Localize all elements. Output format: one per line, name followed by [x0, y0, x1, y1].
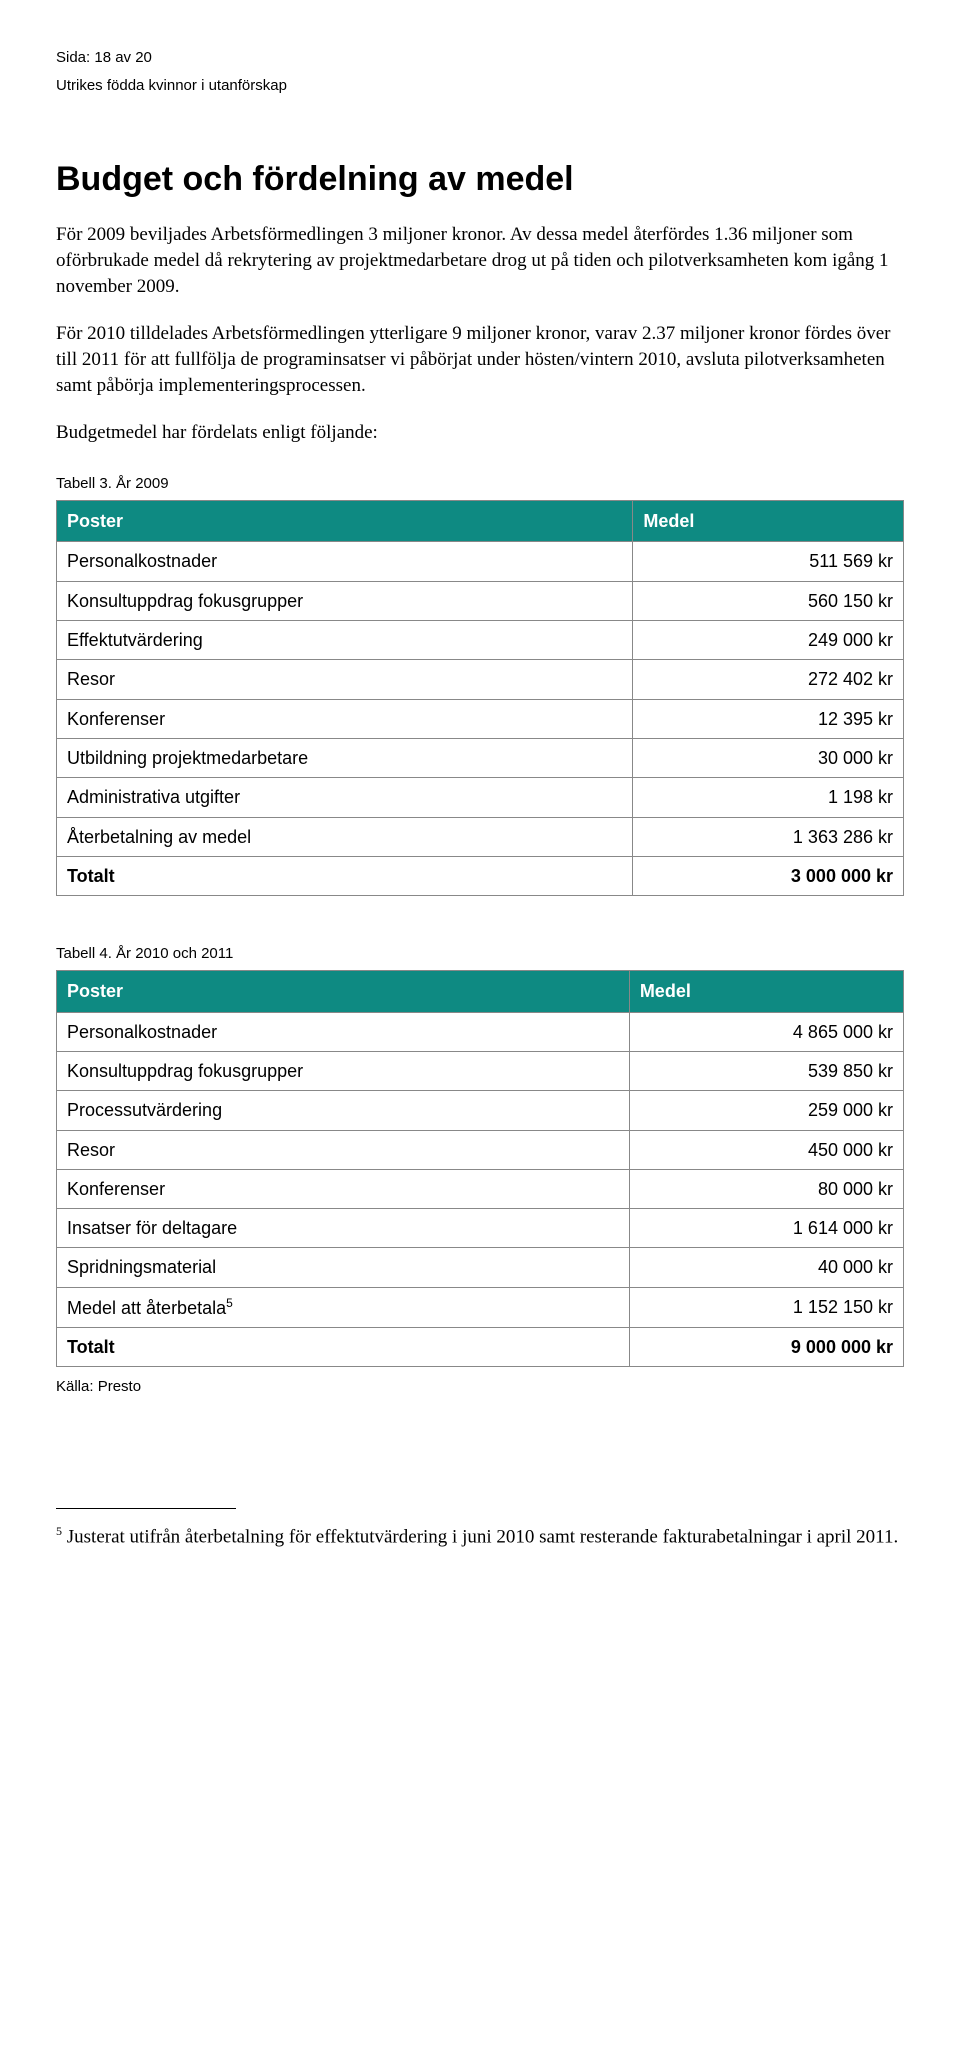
table-row: Spridningsmaterial40 000 kr — [57, 1248, 904, 1287]
table-4: Poster Medel Personalkostnader4 865 000 … — [56, 970, 904, 1367]
footnote-rule — [56, 1508, 236, 1509]
table-cell-label: Konferenser — [57, 699, 633, 738]
table-3-body: Personalkostnader511 569 krKonsultuppdra… — [57, 542, 904, 896]
table-row: Resor450 000 kr — [57, 1130, 904, 1169]
table-3-col1-header: Poster — [57, 501, 633, 542]
table-row: Resor272 402 kr — [57, 660, 904, 699]
table-row: Utbildning projektmedarbetare30 000 kr — [57, 738, 904, 777]
table-cell-value: 560 150 kr — [633, 581, 904, 620]
table-cell-value: 4 865 000 kr — [629, 1012, 903, 1051]
table-cell-label: Personalkostnader — [57, 1012, 630, 1051]
table-cell-value: 9 000 000 kr — [629, 1328, 903, 1367]
paragraph-2: För 2010 tilldelades Arbetsförmedlingen … — [56, 321, 904, 398]
table-cell-label: Konsultuppdrag fokusgrupper — [57, 581, 633, 620]
table-cell-label: Effektutvärdering — [57, 621, 633, 660]
table-row-total: Totalt3 000 000 kr — [57, 856, 904, 895]
table-cell-label: Totalt — [57, 1328, 630, 1367]
table-cell-label: Konferenser — [57, 1169, 630, 1208]
table-cell-value: 30 000 kr — [633, 738, 904, 777]
table-cell-value: 1 363 286 kr — [633, 817, 904, 856]
page-title: Budget och fördelning av medel — [56, 157, 904, 203]
footnote-text: Justerat utifrån återbetalning för effek… — [62, 1526, 898, 1547]
table-3-col2-header: Medel — [633, 501, 904, 542]
table-cell-value: 80 000 kr — [629, 1169, 903, 1208]
table-cell-value: 511 569 kr — [633, 542, 904, 581]
footnote: 5 Justerat utifrån återbetalning för eff… — [56, 1523, 904, 1550]
table-row-total: Totalt9 000 000 kr — [57, 1328, 904, 1367]
table-4-caption: Tabell 4. År 2010 och 2011 — [56, 944, 904, 964]
table-3: Poster Medel Personalkostnader511 569 kr… — [56, 500, 904, 896]
table-row: Konferenser80 000 kr — [57, 1169, 904, 1208]
page-number: Sida: 18 av 20 — [56, 48, 904, 68]
table-4-col2-header: Medel — [629, 971, 903, 1012]
table-cell-label: Administrativa utgifter — [57, 778, 633, 817]
table-row: Effektutvärdering249 000 kr — [57, 621, 904, 660]
table-4-body: Personalkostnader4 865 000 krKonsultuppd… — [57, 1012, 904, 1367]
table-cell-value: 450 000 kr — [629, 1130, 903, 1169]
table-cell-label: Medel att återbetala5 — [57, 1287, 630, 1327]
table-cell-label: Återbetalning av medel — [57, 817, 633, 856]
table-cell-value: 3 000 000 kr — [633, 856, 904, 895]
table-4-source: Källa: Presto — [56, 1377, 904, 1397]
table-cell-label: Processutvärdering — [57, 1091, 630, 1130]
table-3-caption: Tabell 3. År 2009 — [56, 474, 904, 494]
table-cell-label: Spridningsmaterial — [57, 1248, 630, 1287]
table-cell-label: Totalt — [57, 856, 633, 895]
table-4-col1-header: Poster — [57, 971, 630, 1012]
table-row: Konsultuppdrag fokusgrupper560 150 kr — [57, 581, 904, 620]
table-row: Personalkostnader511 569 kr — [57, 542, 904, 581]
table-cell-label: Resor — [57, 1130, 630, 1169]
table-row: Personalkostnader4 865 000 kr — [57, 1012, 904, 1051]
table-cell-label: Personalkostnader — [57, 542, 633, 581]
table-cell-label: Konsultuppdrag fokusgrupper — [57, 1051, 630, 1090]
table-cell-label: Insatser för deltagare — [57, 1209, 630, 1248]
table-row: Insatser för deltagare1 614 000 kr — [57, 1209, 904, 1248]
header-subtitle: Utrikes födda kvinnor i utanförskap — [56, 76, 904, 96]
table-row: Administrativa utgifter1 198 kr — [57, 778, 904, 817]
table-row: Medel att återbetala51 152 150 kr — [57, 1287, 904, 1327]
paragraph-3: Budgetmedel har fördelats enligt följand… — [56, 420, 904, 446]
table-cell-value: 40 000 kr — [629, 1248, 903, 1287]
table-cell-value: 1 614 000 kr — [629, 1209, 903, 1248]
table-row: Processutvärdering259 000 kr — [57, 1091, 904, 1130]
table-row: Återbetalning av medel1 363 286 kr — [57, 817, 904, 856]
paragraph-1: För 2009 beviljades Arbetsförmedlingen 3… — [56, 222, 904, 299]
table-cell-value: 539 850 kr — [629, 1051, 903, 1090]
table-cell-value: 259 000 kr — [629, 1091, 903, 1130]
table-cell-label: Utbildning projektmedarbetare — [57, 738, 633, 777]
table-cell-value: 1 152 150 kr — [629, 1287, 903, 1327]
table-cell-value: 12 395 kr — [633, 699, 904, 738]
table-cell-value: 1 198 kr — [633, 778, 904, 817]
table-cell-value: 272 402 kr — [633, 660, 904, 699]
table-row: Konferenser12 395 kr — [57, 699, 904, 738]
table-cell-value: 249 000 kr — [633, 621, 904, 660]
table-cell-label: Resor — [57, 660, 633, 699]
table-row: Konsultuppdrag fokusgrupper539 850 kr — [57, 1051, 904, 1090]
